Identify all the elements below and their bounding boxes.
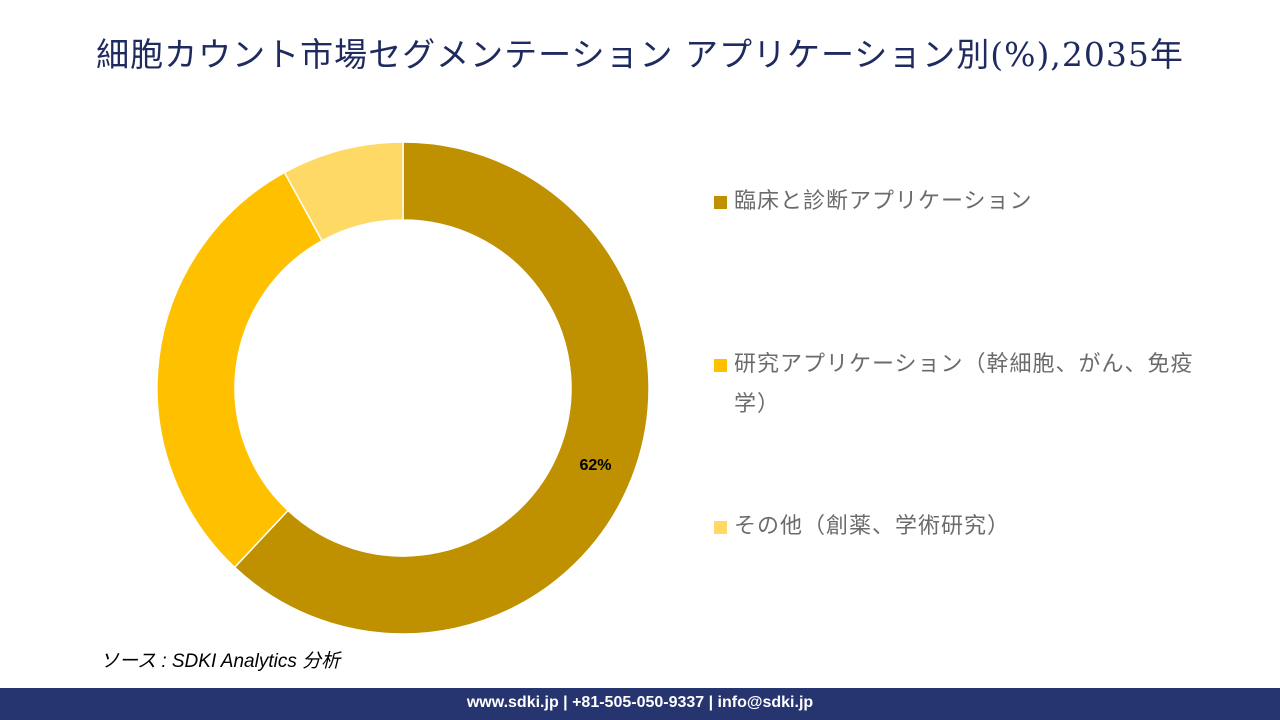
legend-label: 臨床と診断アプリケーション [734, 189, 1033, 214]
legend-swatch [714, 521, 727, 534]
legend-item-clinical: 臨床と診断アプリケーション [714, 182, 1204, 222]
donut-slice-2 [156, 171, 324, 569]
legend-label: 研究アプリケーション（幹細胞、がん、免疫学） [734, 352, 1194, 417]
legend-label: その他（創薬、学術研究） [734, 514, 1011, 539]
legend-item-other: その他（創薬、学術研究） [714, 507, 1204, 547]
legend-swatch [714, 196, 727, 209]
legend-item-research: 研究アプリケーション（幹細胞、がん、免疫学） [714, 345, 1204, 425]
legend-swatch [714, 359, 727, 372]
chart-title: 細胞カウント市場セグメンテーション アプリケーション別(%),2035年 [96, 35, 1184, 74]
data-label-1: 62% [579, 457, 611, 474]
source-note: ソース : SDKI Analytics 分析 [100, 651, 341, 672]
footer-bar: www.sdki.jp | +81-505-050-9337 | info@sd… [0, 688, 1280, 720]
donut-slice-3 [283, 141, 404, 242]
donut-slice-1 [233, 141, 650, 635]
footer-contact: www.sdki.jp | +81-505-050-9337 | info@sd… [466, 694, 814, 711]
donut-chart: 62% [156, 141, 650, 635]
